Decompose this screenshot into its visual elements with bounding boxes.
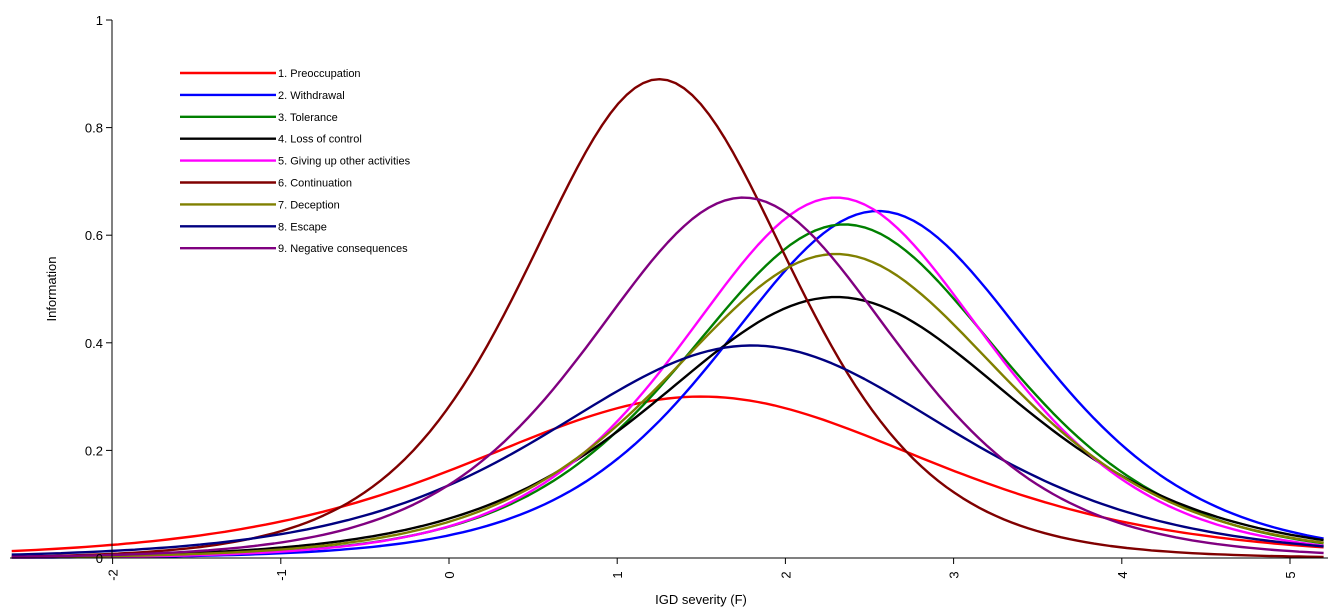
x-tick-label: 1: [610, 571, 625, 578]
y-axis-title: Information: [44, 256, 59, 321]
plot-lines: [11, 77, 1324, 559]
series-line-1: [11, 395, 1324, 553]
x-tick-label: 0: [442, 571, 457, 578]
axes: [10, 20, 1328, 559]
legend-label-5: 5. Giving up other activities: [278, 156, 411, 168]
legend-label-3: 3. Tolerance: [278, 112, 338, 124]
x-tick-label: 4: [1115, 571, 1130, 578]
legend-label-4: 4. Loss of control: [278, 134, 362, 146]
x-tick-label: 2: [778, 571, 793, 578]
x-ticks: -2 -1 0 1 2 3 4 5: [106, 558, 1298, 581]
series-line-6: [11, 77, 1324, 559]
legend-label-6: 6. Continuation: [278, 178, 352, 190]
y-ticks: 0 0.2 0.4 0.6 0.8 1: [85, 13, 112, 566]
legend-label-9: 9. Negative consequences: [278, 243, 408, 255]
y-tick-label: 0: [96, 551, 103, 566]
legend-label-2: 2. Withdrawal: [278, 90, 345, 102]
series-line-5: [11, 196, 1324, 559]
y-tick-label: 0.2: [85, 443, 103, 458]
series-line-4: [11, 295, 1324, 559]
series-line-9: [11, 196, 1324, 559]
y-tick-label: 0.6: [85, 228, 103, 243]
x-tick-label: 3: [947, 571, 962, 578]
series-line-7: [11, 252, 1324, 559]
series-line-8: [11, 344, 1324, 556]
legend-label-8: 8. Escape: [278, 221, 327, 233]
legend-label-1: 1. Preoccupation: [278, 68, 361, 80]
x-tick-label: -2: [106, 569, 121, 581]
y-tick-label: 0.8: [85, 121, 103, 136]
y-tick-label: 0.4: [85, 336, 103, 351]
x-tick-label: -1: [274, 569, 289, 581]
legend: 1. Preoccupation 2. Withdrawal 3. Toleranc…: [180, 68, 411, 255]
legend-label-7: 7. Deception: [278, 199, 340, 211]
y-tick-label: 1: [96, 13, 103, 28]
x-axis-title: IGD severity (F): [655, 592, 747, 607]
series-line-2: [11, 209, 1324, 559]
x-tick-label: 5: [1283, 571, 1298, 578]
